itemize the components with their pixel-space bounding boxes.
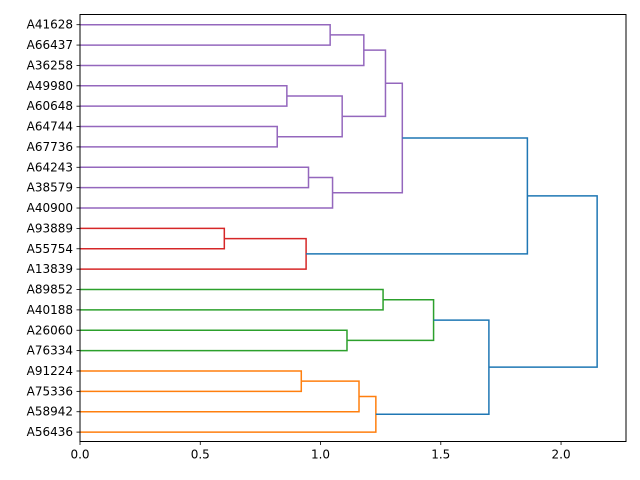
dendrogram-link-c8 <box>80 176 334 209</box>
leaf-label: A64243 <box>27 160 73 174</box>
y-axis: A41628 A66437 A36258 A49980 A60648 A64744 A677… <box>27 18 80 439</box>
dendrogram-link-c13 <box>80 288 384 311</box>
dendrogram-link-c6 <box>342 49 387 118</box>
leaf-label: A49980 <box>27 79 73 93</box>
leaf-label: A93889 <box>27 221 73 235</box>
x-axis: 0.0 0.5 1.0 1.5 2.0 <box>70 441 571 462</box>
dendrogram-link-c16 <box>80 370 303 393</box>
leaf-label: A55754 <box>27 242 73 256</box>
dendrogram-link-c15 <box>346 298 435 342</box>
leaf-label: A26060 <box>27 323 73 337</box>
leaf-label: A91224 <box>27 364 73 378</box>
dendrogram-link-c3 <box>80 125 278 148</box>
leaf-label: A36258 <box>27 58 73 72</box>
leaf-label: A40900 <box>27 201 73 215</box>
dendrogram-link-c18 <box>80 395 377 433</box>
dendrogram-link-c20 <box>488 195 598 368</box>
dendrogram-link-c4 <box>80 85 288 107</box>
x-tick-label: 0.0 <box>70 448 89 462</box>
dendrogram-link-c1 <box>80 23 331 46</box>
leaf-label: A67736 <box>27 140 73 154</box>
leaf-label: A13839 <box>27 262 73 276</box>
leaf-label: A41628 <box>27 18 73 32</box>
dendrogram-link-c14 <box>80 329 348 352</box>
leaf-label: A89852 <box>27 283 73 297</box>
leaf-label: A56436 <box>27 425 73 439</box>
leaf-label: A40188 <box>27 303 73 317</box>
dendrogram-link-c11 <box>80 237 307 270</box>
dendrogram-link-c12 <box>306 137 529 255</box>
dendrogram-link-c7 <box>80 166 310 189</box>
dendrogram-link-c19 <box>375 319 490 416</box>
x-tick-label: 2.0 <box>552 448 571 462</box>
leaf-label: A58942 <box>27 405 73 419</box>
x-tick-label: 1.0 <box>311 448 330 462</box>
x-tick-label: 1.5 <box>431 448 450 462</box>
dendrogram-link-c2 <box>80 34 365 67</box>
dendrogram-link-c5 <box>277 95 343 138</box>
dendrogram-link-c10 <box>80 227 226 250</box>
leaf-label: A60648 <box>27 99 73 113</box>
dendrogram-link-c9 <box>332 82 404 194</box>
leaf-label: A66437 <box>27 38 73 52</box>
dendrogram-link-c17 <box>80 380 360 413</box>
leaf-label: A38579 <box>27 181 73 195</box>
leaf-label: A64744 <box>27 120 73 134</box>
x-tick-label: 0.5 <box>191 448 210 462</box>
dendrogram-links <box>80 23 598 433</box>
leaf-label: A75336 <box>27 384 73 398</box>
leaf-label: A76334 <box>27 344 73 358</box>
